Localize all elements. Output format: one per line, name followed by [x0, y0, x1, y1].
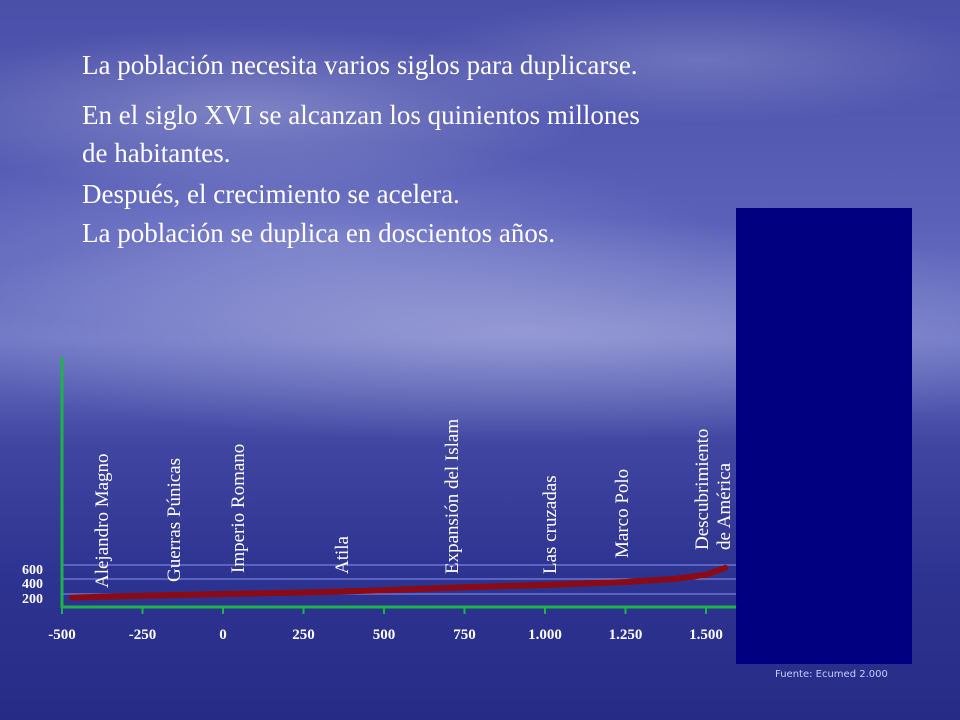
event-label: Atila — [332, 535, 353, 574]
x-tick-label: -250 — [129, 627, 157, 643]
event-label: Alejandro Magno — [92, 453, 113, 588]
y-tick-label: 200 — [22, 592, 43, 607]
event-label: Marco Polo — [612, 469, 633, 558]
heading-line-2b: de habitantes. — [82, 138, 231, 168]
x-tick-label: 500 — [373, 627, 396, 643]
x-tick-label: 1.250 — [609, 627, 643, 643]
event-label: Guerras Púnicas — [164, 458, 185, 582]
x-tick-label: 250 — [292, 627, 315, 643]
event-label-line2: de América — [714, 462, 735, 550]
y-tick-label: 400 — [22, 577, 43, 592]
axes — [60, 357, 740, 614]
series-layer — [68, 564, 729, 601]
reveal-cover-box — [736, 208, 912, 664]
y-tick-label: 600 — [22, 563, 43, 578]
heading-line-2a: En el siglo XVI se alcanzan los quinient… — [82, 100, 640, 130]
x-tick-label: 1.500 — [689, 627, 723, 643]
x-tick-label: -500 — [48, 627, 76, 643]
x-tick-label: 750 — [453, 627, 476, 643]
heading-line-4: La población se duplica en doscientos añ… — [82, 218, 556, 248]
event-annotations: Alejandro Magno Guerras Púnicas Imperio Ro… — [92, 419, 735, 588]
heading-line-3: Después, el crecimiento se acelera. — [82, 179, 460, 209]
heading-line-1: La población necesita varios siglos para… — [82, 50, 638, 80]
event-label: Expansión del Islam — [442, 419, 463, 574]
event-label: Las cruzadas — [540, 475, 561, 574]
x-tick-label: 0 — [219, 627, 227, 643]
event-label: Descubrimiento — [692, 429, 713, 550]
event-label: Imperio Romano — [228, 444, 249, 573]
x-tick-label: 1.000 — [528, 627, 562, 643]
source-note: Fuente: Ecumed 2.000 — [775, 669, 888, 680]
